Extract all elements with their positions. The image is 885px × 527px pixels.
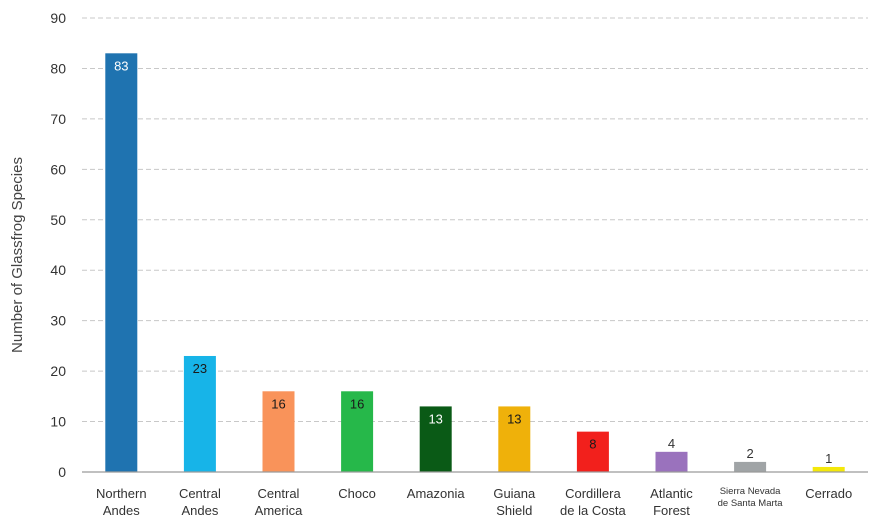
data-label: 4 [668, 436, 675, 451]
bar [262, 391, 295, 472]
x-tick-label: de Santa Marta [718, 498, 784, 509]
data-label: 8 [589, 437, 596, 452]
x-tick-label: Andes [103, 503, 140, 518]
y-tick-label: 50 [50, 212, 66, 228]
x-axis-labels: Northern Andes Central Andes Central America C… [96, 486, 852, 518]
y-tick-label: 10 [50, 414, 66, 430]
x-tick-label: Central [179, 486, 221, 501]
x-tick-label: Forest [653, 503, 690, 518]
x-tick-label: Andes [181, 503, 218, 518]
y-tick-label: 40 [50, 262, 66, 278]
x-tick-label: Shield [496, 503, 532, 518]
bar [419, 406, 452, 472]
bar [341, 391, 374, 472]
data-label: 23 [193, 361, 207, 376]
data-label: 2 [746, 446, 753, 461]
x-tick-label: Cerrado [805, 486, 852, 501]
bar [183, 355, 216, 472]
y-tick-label: 20 [50, 363, 66, 379]
bar [105, 53, 138, 473]
y-tick-label: 60 [50, 161, 66, 177]
data-label: 16 [271, 396, 285, 411]
data-label: 16 [350, 396, 364, 411]
x-tick-label: Guiana [493, 486, 536, 501]
data-label: 13 [507, 411, 521, 426]
bar [812, 466, 845, 472]
data-label: 13 [428, 411, 442, 426]
y-tick-label: 70 [50, 111, 66, 127]
x-tick-label: Amazonia [407, 486, 466, 501]
x-tick-label: Central [258, 486, 300, 501]
bar [734, 461, 767, 472]
data-label: 83 [114, 58, 128, 73]
y-tick-label: 90 [50, 10, 66, 26]
x-tick-label: Cordillera [565, 486, 621, 501]
y-axis-title: Number of Glassfrog Species [9, 157, 26, 353]
x-tick-label: Atlantic [650, 486, 693, 501]
y-tick-label: 80 [50, 60, 66, 76]
y-tick-label: 30 [50, 313, 66, 329]
bar [655, 451, 688, 472]
x-tick-label: Northern [96, 486, 147, 501]
y-tick-label: 0 [58, 464, 66, 480]
x-tick-label: Choco [338, 486, 376, 501]
y-axis-ticks: 0 10 20 30 40 50 60 70 80 90 [50, 10, 66, 480]
bar [576, 431, 609, 472]
data-label: 1 [825, 451, 832, 466]
x-tick-label: Sierra Nevada [720, 486, 781, 497]
x-tick-label: de la Costa [560, 503, 627, 518]
x-tick-label: America [255, 503, 303, 518]
bars: 83 23 16 16 13 13 8 4 2 1 [105, 53, 845, 473]
bar [498, 406, 531, 472]
